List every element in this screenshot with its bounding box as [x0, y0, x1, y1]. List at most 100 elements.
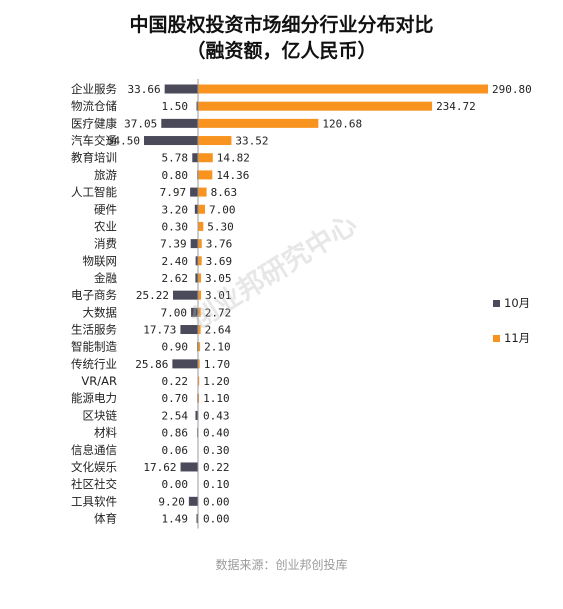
value-label-nov: 2.72 — [205, 306, 232, 319]
value-label-nov: 2.64 — [205, 324, 232, 337]
value-label-nov: 14.82 — [217, 152, 250, 165]
bar-oct — [195, 273, 198, 283]
bar-oct — [190, 187, 198, 197]
value-label-oct: 7.00 — [161, 306, 188, 319]
value-label-oct: 0.90 — [162, 341, 189, 354]
category-label: 旅游 — [94, 168, 117, 182]
value-label-nov: 8.63 — [211, 186, 238, 199]
value-label-oct: 0.22 — [162, 375, 189, 388]
value-label-nov: 0.00 — [203, 495, 230, 508]
bar-oct — [196, 514, 198, 523]
value-label-oct: 33.66 — [128, 83, 161, 96]
bar-oct — [194, 204, 198, 214]
value-label-nov: 3.69 — [206, 255, 233, 268]
value-label-nov: 0.43 — [203, 409, 230, 422]
bar-nov — [198, 204, 205, 214]
value-label-oct: 0.30 — [162, 220, 189, 233]
value-label-oct: 7.39 — [160, 238, 187, 251]
value-label-nov: 0.30 — [203, 444, 230, 457]
bar-nov — [198, 118, 319, 128]
chart-subtitle: （融资额，亿人民币） — [186, 40, 377, 62]
bar-oct — [164, 84, 198, 94]
value-label-oct: 25.22 — [136, 289, 169, 302]
bar-oct — [161, 118, 198, 128]
value-label-oct: 2.62 — [162, 272, 189, 285]
bar-oct — [180, 462, 198, 472]
value-label-nov: 14.36 — [216, 169, 249, 182]
bar-nov — [198, 84, 488, 94]
bar-oct — [188, 496, 198, 506]
legend-label-nov: 11月 — [504, 331, 531, 345]
data-source: 数据来源：创业邦创投库 — [215, 558, 348, 572]
bar-oct — [192, 153, 198, 163]
category-label: 硬件 — [94, 202, 117, 216]
value-label-nov: 33.52 — [235, 135, 268, 148]
value-label-nov: 1.70 — [204, 358, 231, 371]
value-label-nov: 120.68 — [322, 117, 362, 130]
bar-nov — [198, 307, 201, 317]
bar-nov — [198, 221, 204, 231]
category-label: 材料 — [94, 426, 117, 440]
value-label-oct: 0.06 — [162, 444, 189, 457]
category-label: 区块链 — [83, 408, 118, 422]
bar-oct — [195, 410, 198, 420]
category-label: 教育培训 — [71, 151, 117, 165]
bar-nov — [198, 376, 200, 386]
category-label: 电子商务 — [71, 288, 117, 302]
value-label-nov: 2.10 — [204, 341, 231, 354]
bar-oct — [196, 101, 198, 111]
category-label: 智能制造 — [71, 340, 117, 354]
value-label-nov: 0.22 — [203, 461, 230, 474]
bar-oct — [190, 239, 198, 249]
category-label: 物联网 — [83, 254, 118, 268]
value-label-oct: 54.50 — [107, 135, 140, 148]
value-label-nov: 0.40 — [203, 427, 230, 440]
bar-nov — [198, 153, 213, 163]
bar-oct — [173, 290, 198, 300]
bar-oct — [144, 136, 198, 146]
category-label: 物流仓储 — [71, 99, 117, 113]
value-label-nov: 3.76 — [206, 238, 233, 251]
bar-nov — [198, 136, 232, 146]
bar-nov — [198, 170, 213, 180]
value-label-oct: 0.80 — [162, 169, 189, 182]
value-label-nov: 290.80 — [492, 83, 532, 96]
bar-nov — [198, 187, 207, 197]
value-label-nov: 3.05 — [205, 272, 232, 285]
category-label: 社区社交 — [71, 477, 117, 491]
value-label-oct: 17.73 — [143, 324, 176, 337]
value-label-nov: 5.30 — [207, 220, 234, 233]
value-label-oct: 1.49 — [162, 513, 189, 526]
category-label: 文化娱乐 — [71, 460, 117, 474]
category-label: 消费 — [94, 237, 117, 251]
value-label-nov: 234.72 — [436, 100, 476, 113]
value-label-nov: 7.00 — [209, 203, 236, 216]
bar-oct — [191, 307, 198, 317]
category-label: 医疗健康 — [71, 116, 117, 130]
value-label-oct: 9.20 — [158, 495, 185, 508]
bar-nov — [198, 290, 202, 300]
value-label-oct: 7.97 — [160, 186, 187, 199]
category-label: 大数据 — [83, 305, 118, 319]
value-label-oct: 0.86 — [162, 427, 189, 440]
legend-swatch-oct — [493, 300, 500, 307]
category-label: 传统行业 — [71, 357, 117, 371]
value-label-nov: 0.10 — [203, 478, 230, 491]
legend-swatch-nov — [493, 335, 500, 342]
bar-nov — [198, 239, 202, 249]
value-label-oct: 25.86 — [135, 358, 168, 371]
value-label-nov: 0.00 — [203, 513, 230, 526]
value-label-oct: 3.20 — [162, 203, 189, 216]
category-label: 工具软件 — [71, 494, 117, 508]
bar-nov — [198, 256, 202, 266]
value-label-oct: 17.62 — [143, 461, 176, 474]
category-label: VR/AR — [81, 374, 117, 388]
value-label-oct: 2.40 — [162, 255, 189, 268]
bar-nov — [198, 273, 202, 283]
category-label: 人工智能 — [71, 185, 117, 199]
legend-item-oct: 10月 — [493, 295, 530, 311]
category-label: 金融 — [94, 271, 117, 285]
category-label: 农业 — [94, 219, 117, 233]
category-label: 信息通信 — [71, 443, 117, 457]
